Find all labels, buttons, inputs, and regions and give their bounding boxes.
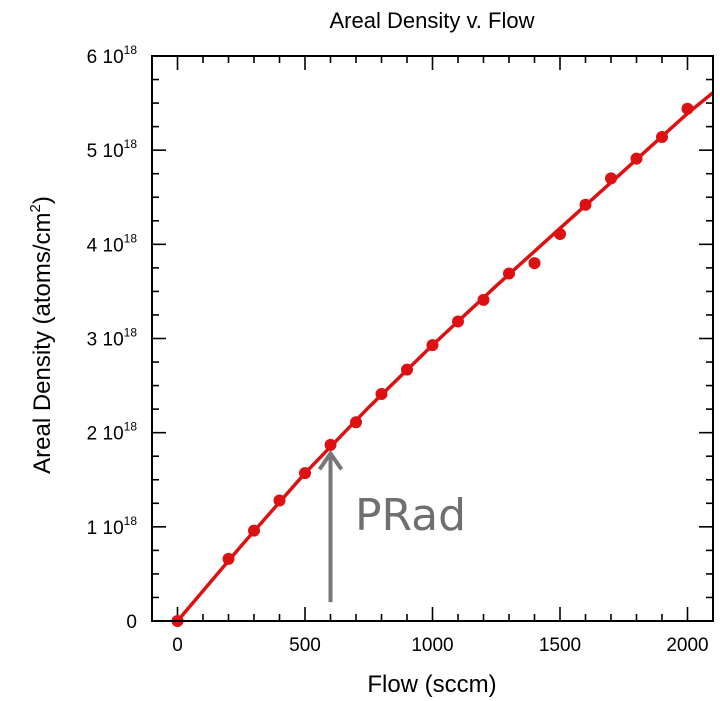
x-axis: 0 500 1000 1500 2000 (172, 56, 714, 656)
x-tick-label: 500 (289, 635, 321, 656)
data-point (681, 102, 694, 115)
fit-line-group (176, 91, 715, 623)
y-tick-label: 6 1018 (87, 43, 138, 68)
y-axis-label-main: Areal Density (atoms/cm (29, 212, 56, 473)
data-point (579, 198, 592, 211)
data-point (554, 227, 566, 240)
data-point (426, 339, 439, 352)
plot-frame (151, 55, 714, 622)
data-point (528, 257, 541, 270)
y-tick-label: 2 1018 (87, 420, 138, 445)
data-point (350, 416, 362, 429)
annotation-label: PRad (355, 490, 466, 541)
x-axis-label: Flow (sccm) (367, 671, 496, 698)
data-point (477, 293, 490, 306)
data-point (605, 172, 617, 185)
y-tick-label: 3 1018 (87, 326, 138, 351)
x-tick-label: 0 (172, 635, 183, 656)
x-tick-label: 2000 (666, 635, 708, 656)
y-tick-label: 4 1018 (87, 231, 138, 256)
y-axis-label: Areal Density (atoms/cm2) (27, 196, 56, 474)
annotation-arrow-head (317, 449, 344, 471)
data-point (630, 152, 643, 165)
fit-line (176, 91, 715, 623)
x-tick-label: 1500 (539, 635, 581, 656)
data-point (401, 363, 413, 376)
data-point (375, 388, 388, 401)
y-tick-label: 5 1018 (87, 137, 138, 162)
data-points (171, 102, 694, 627)
y-axis-label-superscript: 2 (27, 204, 44, 212)
data-point (503, 267, 515, 280)
data-point (222, 552, 235, 565)
data-point (452, 315, 464, 328)
data-point (324, 438, 337, 451)
y-tick-label: 1 1018 (87, 514, 138, 539)
y-tick-label: 0 (126, 612, 137, 633)
chart-title: Areal Density v. Flow (330, 8, 535, 33)
y-axis: 0 1 1018 2 1018 3 1018 4 1018 5 1018 6 1018 (87, 43, 713, 633)
x-tick-label: 1000 (411, 635, 453, 656)
data-point (273, 494, 286, 507)
y-axis-label-close: ) (29, 196, 56, 204)
data-point (299, 467, 311, 480)
data-point (656, 130, 668, 143)
data-point (248, 524, 260, 537)
prad-annotation: PRad (317, 449, 466, 603)
